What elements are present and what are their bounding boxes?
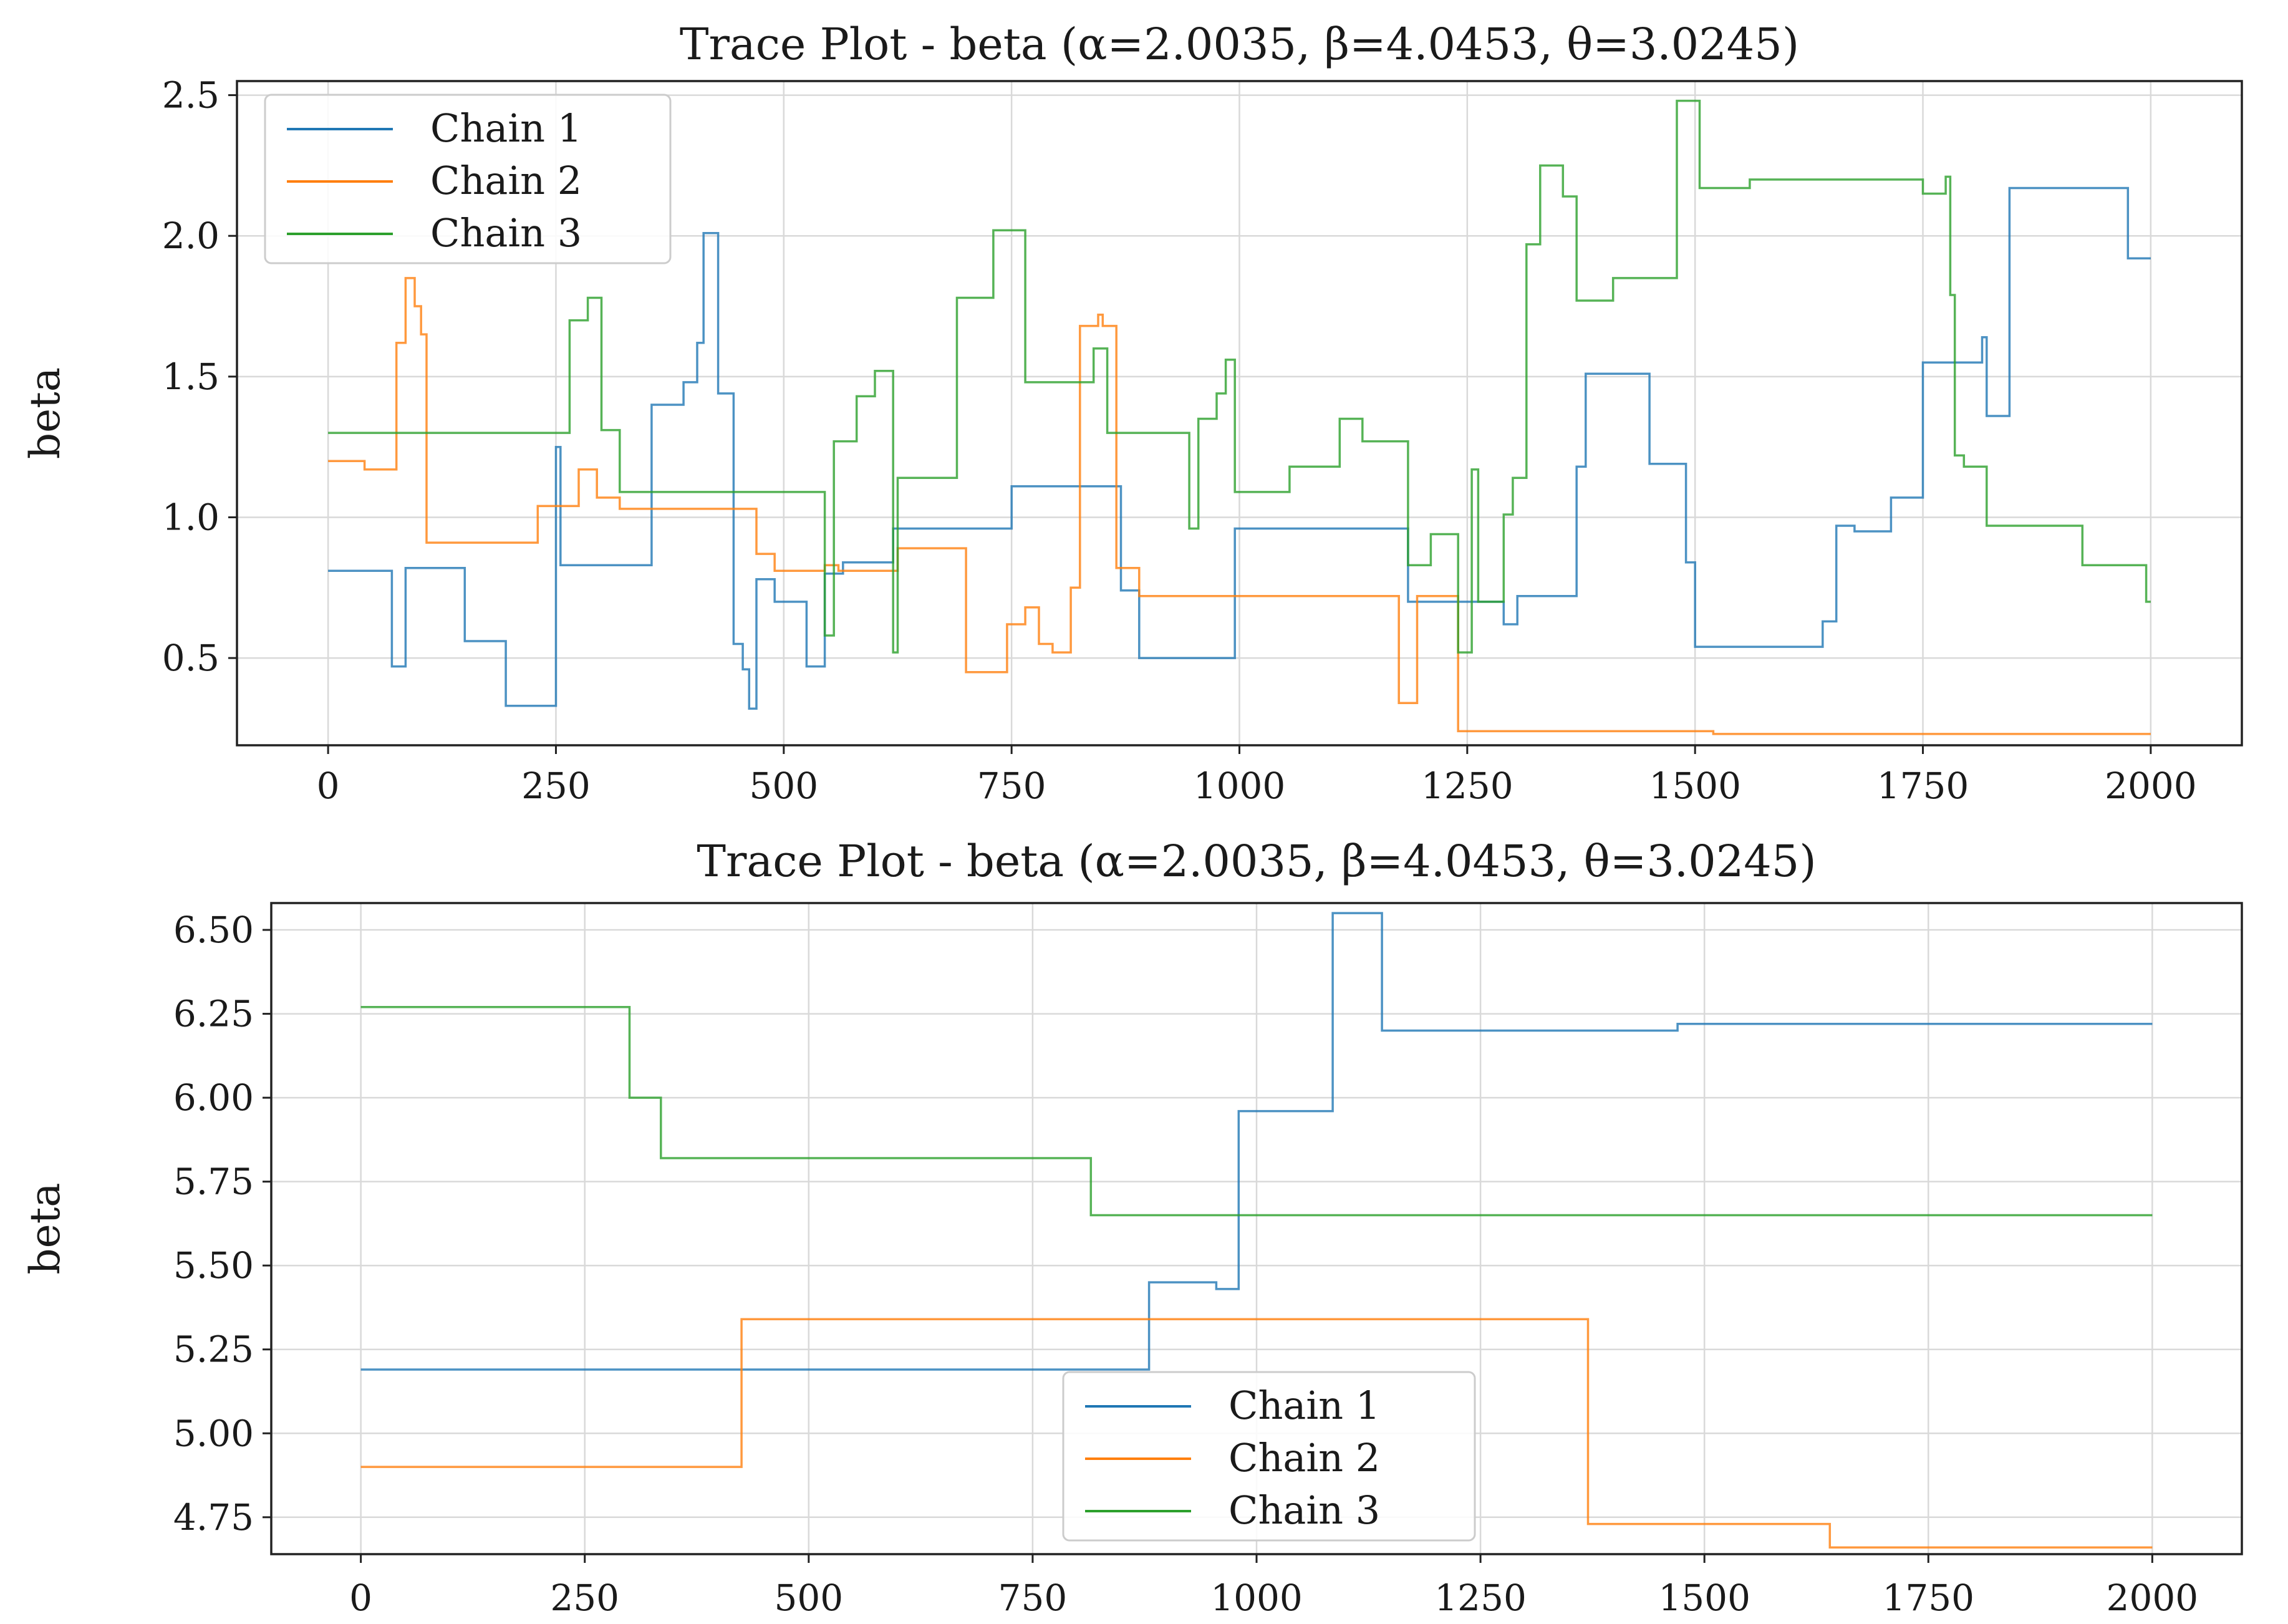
y-tick-label: 2.0	[162, 215, 220, 257]
y-tick-label: 6.25	[173, 993, 254, 1035]
x-tick-label: 1500	[1658, 1577, 1750, 1619]
x-tick-label: 750	[977, 765, 1046, 807]
plot-frame	[236, 80, 2243, 747]
legend-label-chain-1: Chain 1	[430, 105, 582, 151]
legend-label-chain-2: Chain 2	[1228, 1435, 1380, 1481]
x-tick-label: 500	[774, 1577, 843, 1619]
legend-label-chain-3: Chain 3	[430, 210, 582, 256]
y-tick-label: 2.5	[162, 74, 220, 117]
y-tick-label: 1.0	[162, 496, 220, 538]
legend-box	[1062, 1371, 1476, 1542]
trace-plot-top: Trace Plot - beta (α=2.0035, β=4.0453, θ…	[21, 19, 2243, 807]
x-tick-label: 1500	[1649, 765, 1741, 807]
trace-plot-bottom: Trace Plot - beta (α=2.0035, β=4.0453, θ…	[21, 836, 2243, 1619]
legend-label-chain-3: Chain 3	[1228, 1487, 1380, 1533]
chart-title-top: Trace Plot - beta (α=2.0035, β=4.0453, θ…	[680, 19, 1799, 70]
x-tick-label: 2000	[2107, 1577, 2199, 1619]
series-line-chain-2	[360, 1318, 2153, 1549]
legend-label-chain-2: Chain 2	[430, 158, 582, 203]
x-tick-label: 1000	[1194, 765, 1286, 807]
legend: Chain 1 Chain 2 Chain 3	[264, 94, 672, 264]
series-line-chain-3	[360, 1006, 2153, 1217]
y-tick-label: 6.50	[173, 909, 254, 951]
y-axis-label-bottom: beta	[21, 1182, 69, 1274]
x-tick-label: 1250	[1434, 1577, 1527, 1619]
grid-lines	[271, 903, 2242, 1554]
legend-label-chain-1: Chain 1	[1228, 1383, 1380, 1428]
series-line-chain-1	[328, 186, 2151, 710]
x-tick-label: 1000	[1210, 1577, 1303, 1619]
series-line-chain-3	[328, 99, 2151, 654]
x-tick-label: 2000	[2105, 765, 2197, 807]
y-tick-label: 4.75	[173, 1496, 254, 1539]
chart-title-bottom: Trace Plot - beta (α=2.0035, β=4.0453, θ…	[697, 836, 1816, 887]
x-tick-label: 250	[550, 1577, 619, 1619]
x-tick-label: 1750	[1882, 1577, 1974, 1619]
x-tick-label: 1750	[1877, 765, 1969, 807]
y-tick-label: 5.75	[173, 1161, 254, 1203]
y-tick-label: 1.5	[162, 355, 220, 398]
x-tick-label: 1250	[1421, 765, 1513, 807]
legend: Chain 1 Chain 2 Chain 3	[1062, 1371, 1476, 1542]
x-tick-label: 0	[349, 1577, 372, 1619]
x-tick-label: 250	[521, 765, 591, 807]
y-tick-label: 6.00	[173, 1076, 254, 1119]
plot-frame	[270, 902, 2243, 1555]
y-axis-label-top: beta	[21, 367, 69, 459]
y-tick-label: 5.00	[173, 1412, 254, 1454]
x-tick-label: 0	[317, 765, 340, 807]
x-tick-label: 750	[998, 1577, 1068, 1619]
legend-box	[264, 94, 672, 264]
y-tick-label: 5.25	[173, 1328, 254, 1371]
x-tick-label: 500	[749, 765, 818, 807]
y-tick-label: 5.50	[173, 1244, 254, 1287]
y-tick-label: 0.5	[162, 637, 220, 679]
series-line-chain-1	[360, 912, 2153, 1371]
series-line-chain-2	[328, 277, 2151, 735]
